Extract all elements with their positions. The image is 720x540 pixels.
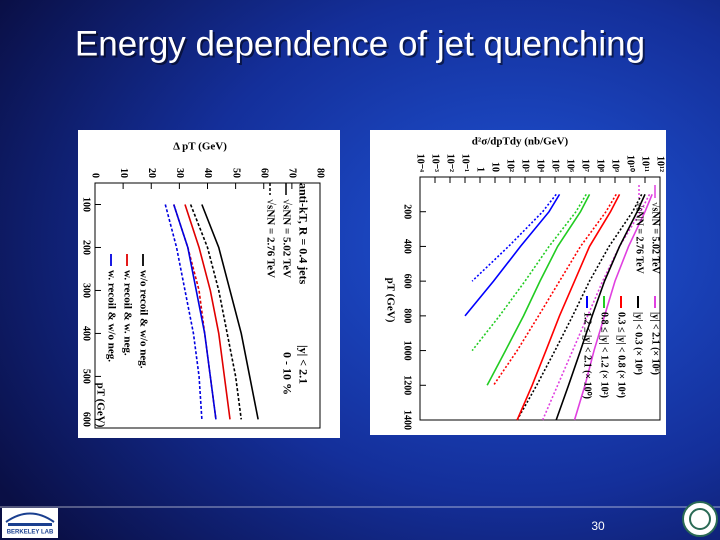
y-tick-label: 50 — [230, 168, 241, 178]
series-line — [555, 194, 646, 421]
y-tick-label: 10⁻² — [445, 154, 456, 172]
slide-title: Energy dependence of jet quenching — [75, 24, 645, 63]
legend-label: √sNN = 2.76 TeV — [264, 199, 276, 278]
y-tick-label: 10¹⁰ — [625, 155, 636, 172]
y-tick-label: 10⁹ — [610, 159, 621, 172]
x-tick-label: 1400 — [402, 410, 413, 430]
y-tick-label: 60 — [258, 168, 269, 178]
legend-label: w. recoil & w/o neg. — [105, 270, 117, 362]
x-tick-label: 300 — [81, 283, 92, 298]
title-shadow: Energy dependence of jet quenching — [77, 26, 647, 65]
x-tick-label: 800 — [402, 308, 413, 323]
y-tick-label: 10⁻³ — [430, 154, 441, 172]
x-tick-label: 400 — [81, 326, 92, 341]
logo-right — [682, 501, 718, 537]
y-axis-title: d²σ/dpTdy (nb/GeV) — [472, 136, 569, 148]
x-tick-label: 400 — [402, 239, 413, 254]
y-tick-label: 30 — [174, 168, 185, 178]
legend-label: |y| < 0.3 (× 10⁶) — [633, 312, 644, 375]
series-line — [164, 204, 203, 420]
legend-label: 1.2 ≤ |y| < 2.1 (× 10⁰) — [582, 312, 593, 399]
x-tick-label: 600 — [81, 412, 92, 427]
series-line — [541, 193, 651, 421]
annotation: 0 - 10 % — [280, 352, 294, 395]
y-tick-label: 70 — [287, 168, 298, 178]
series-line — [184, 204, 231, 420]
series-line — [471, 193, 587, 352]
annotation: |y| < 2.1 — [296, 345, 310, 384]
legend-label: w/o recoil & w/o neg. — [137, 270, 149, 369]
y-tick-label: 10⁻¹ — [460, 154, 471, 172]
series-line — [172, 204, 217, 420]
y-tick-label: 10⁵ — [550, 159, 561, 172]
x-tick-label: 600 — [402, 274, 413, 289]
y-tick-label: 10 — [118, 168, 129, 178]
y-tick-label: 10⁴ — [535, 159, 546, 172]
series-line — [516, 193, 621, 421]
series-line — [486, 193, 591, 386]
legend-label: 0.8 ≤ |y| < 1.2 (× 10²) — [599, 312, 610, 398]
page-number: 30 — [591, 519, 605, 533]
logo-text: BERKELEY LAB — [7, 530, 54, 536]
series-line — [189, 204, 243, 420]
y-tick-label: 10² — [505, 159, 516, 172]
annotation: anti-kT, R = 0.4 jets — [296, 183, 310, 285]
y-axis-title: Δ pT (GeV) — [173, 141, 227, 153]
legend-label: 0.3 ≤ |y| < 0.8 (× 10⁴) — [616, 312, 627, 398]
x-tick-label: 200 — [402, 204, 413, 219]
y-tick-label: 10⁻⁴ — [415, 154, 426, 172]
x-tick-label: 1200 — [402, 375, 413, 395]
series-line — [492, 193, 617, 386]
series-line — [464, 193, 561, 317]
legend-label: |y| < 2.1 (× 10⁶) — [650, 312, 661, 375]
x-tick-label: 1000 — [402, 341, 413, 361]
y-tick-label: 10⁷ — [580, 159, 591, 172]
y-tick-label: 20 — [146, 168, 157, 178]
y-tick-label: 10¹² — [655, 156, 666, 172]
y-tick-label: 10⁸ — [595, 159, 606, 172]
y-tick-label: 40 — [202, 168, 213, 178]
logo-left: BERKELEY LAB — [2, 508, 58, 538]
y-tick-label: 80 — [315, 168, 326, 178]
y-tick-label: 10⁶ — [565, 159, 576, 172]
x-tick-label: 200 — [81, 240, 92, 255]
x-axis-title: pT (GeV) — [384, 278, 396, 323]
series-line — [573, 194, 653, 421]
legend-label: √sNN = 2.76 TeV — [634, 202, 645, 275]
series-line — [201, 204, 259, 420]
x-tick-label: 100 — [81, 197, 92, 212]
legend-label: √sNN = 5.02 TeV — [650, 202, 661, 275]
x-tick-label: 500 — [81, 369, 92, 384]
y-tick-label: 10³ — [520, 159, 531, 172]
plot-panel — [370, 130, 666, 435]
legend-label: √sNN = 5.02 TeV — [280, 199, 292, 278]
series-line — [516, 193, 643, 421]
y-tick-label: 0 — [90, 173, 101, 178]
legend-label: w. recoil & w. neg. — [121, 270, 133, 356]
y-tick-label: 10 — [490, 162, 501, 172]
y-tick-label: 1 — [475, 167, 486, 172]
y-tick-label: 10¹¹ — [640, 156, 651, 172]
x-axis-title: pT (GeV) — [94, 383, 106, 428]
